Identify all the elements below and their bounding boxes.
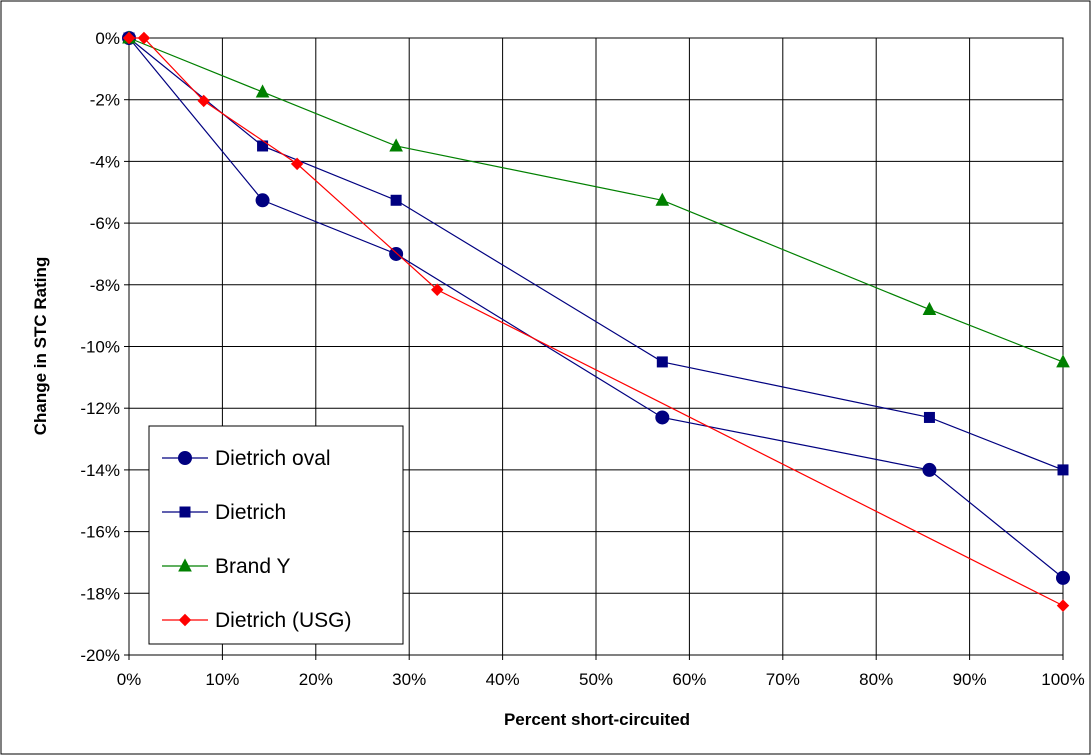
legend-label: Dietrich (215, 501, 286, 524)
y-tick-label: -8% (90, 276, 120, 295)
data-point-dietrich-oval (1056, 570, 1070, 585)
series-layer (122, 30, 1070, 612)
legend-entry-dietrich: Dietrich (162, 501, 286, 524)
data-point-dietrich-usg (137, 31, 151, 45)
data-point-dietrich-oval (255, 193, 270, 208)
y-tick-label: -12% (80, 399, 120, 418)
data-point-brand-y (389, 138, 403, 152)
x-tick-label: 30% (392, 670, 426, 689)
data-point-dietrich (390, 194, 402, 206)
legend-marker (178, 451, 192, 465)
data-point-dietrich-usg (290, 157, 304, 171)
y-tick-label: -16% (80, 523, 120, 542)
legend: Dietrich oval Dietrich Brand Y Dietrich (US… (148, 425, 404, 645)
series-line-brand-y (128, 37, 1064, 363)
y-tick-label: -6% (90, 214, 120, 233)
y-tick-label: -14% (80, 461, 120, 480)
series-brand-y (122, 30, 1070, 368)
x-axis-title: Percent short-circuited (504, 710, 690, 729)
data-point-dietrich (923, 411, 935, 423)
series-line-dietrich (128, 37, 1064, 471)
series-dietrich (123, 32, 1069, 476)
x-tick-label: 70% (766, 670, 800, 689)
legend-marker (178, 558, 192, 572)
legend-entry-brand-y: Brand Y (162, 555, 291, 578)
data-point-brand-y (655, 192, 670, 206)
legend-box (148, 425, 404, 645)
y-tick-label: 0% (95, 29, 120, 48)
x-tick-label: 20% (299, 670, 333, 689)
data-point-brand-y (922, 301, 937, 315)
x-axis-tick-labels: 0% 10% 20% 30% 40% 50% 60% 70% 80% 90% 100% (117, 670, 1085, 689)
legend-label: Dietrich (USG) (215, 609, 352, 632)
data-point-dietrich-usg (1056, 599, 1070, 612)
x-tick-label: 50% (579, 670, 613, 689)
x-tick-label: 0% (117, 670, 142, 689)
data-point-dietrich-usg (431, 283, 444, 296)
y-tick-label: -2% (90, 91, 120, 110)
data-point-dietrich-usg (122, 31, 136, 45)
y-tick-label: -10% (80, 338, 120, 357)
y-tick-label: -20% (80, 646, 120, 665)
data-point-dietrich-oval (655, 410, 670, 425)
x-tick-label: 10% (205, 670, 239, 689)
x-tick-label: 80% (859, 670, 893, 689)
data-point-dietrich (1057, 464, 1069, 476)
legend-label: Brand Y (215, 555, 291, 578)
legend-entry-dietrich-usg: Dietrich (USG) (162, 609, 352, 632)
data-point-brand-y (255, 84, 270, 98)
x-tick-label: 60% (672, 670, 706, 689)
x-tick-label: 100% (1041, 670, 1084, 689)
series-dietrich-usg (122, 31, 1070, 612)
legend-marker (178, 613, 192, 627)
y-axis-tick-labels: 0% -2% -4% -6% -8% -10% -12% -14% -16% -18% -20% (80, 29, 120, 665)
data-point-dietrich (656, 356, 668, 368)
y-tick-label: -18% (80, 584, 120, 603)
y-axis-title: Change in STC Rating (31, 257, 50, 436)
legend-marker (179, 506, 191, 518)
data-point-dietrich-oval (922, 462, 937, 477)
data-point-brand-y (1056, 354, 1070, 368)
legend-entry-dietrich-oval: Dietrich oval (162, 447, 331, 470)
data-point-dietrich-usg (197, 94, 210, 108)
y-tick-label: -4% (90, 152, 120, 171)
x-tick-label: 90% (953, 670, 987, 689)
legend-label: Dietrich oval (215, 447, 331, 470)
x-tick-label: 40% (486, 670, 520, 689)
